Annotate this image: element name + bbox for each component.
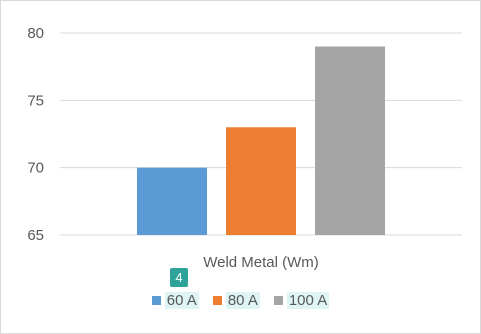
legend-item: 60 A — [151, 292, 199, 309]
legend-swatch — [151, 296, 161, 305]
bar-80a — [226, 127, 296, 235]
legend-swatch — [212, 296, 222, 305]
annotation-badge: 4 — [170, 268, 188, 287]
y-tick-label: 75 — [27, 92, 44, 109]
y-tick-label: 65 — [27, 227, 44, 244]
x-category-label: Weld Metal (Wm) — [203, 254, 319, 271]
legend-item: 100 A — [273, 292, 330, 309]
legend-swatch — [273, 296, 283, 305]
y-tick-label: 70 — [27, 160, 44, 177]
bar-100a — [315, 46, 385, 235]
legend-label: 100 A — [286, 292, 330, 309]
chart-legend: 60 A 80 A 100 A — [0, 292, 481, 309]
legend-item: 80 A — [212, 292, 260, 309]
bar-60a — [137, 167, 207, 235]
y-tick-label: 80 — [27, 25, 44, 42]
legend-label: 80 A — [225, 292, 260, 309]
legend-label: 60 A — [164, 292, 199, 309]
